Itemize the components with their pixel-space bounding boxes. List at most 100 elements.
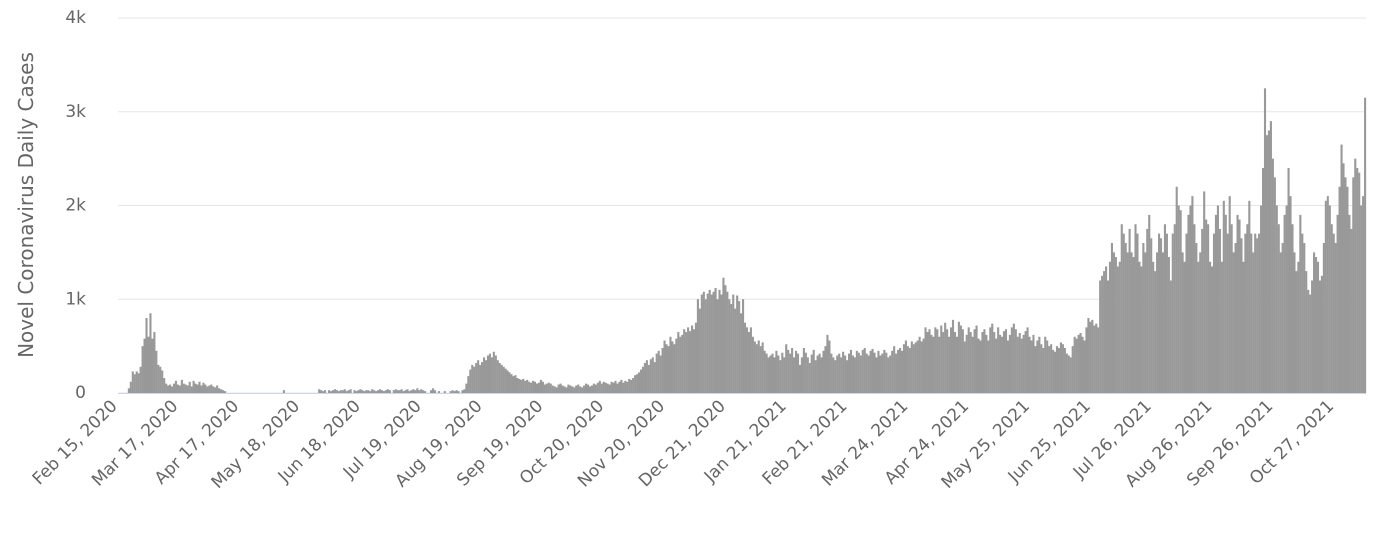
bar: [830, 353, 833, 393]
bar: [585, 383, 588, 393]
bar: [912, 344, 915, 393]
bar: [1185, 233, 1188, 393]
bar: [1130, 252, 1133, 393]
bar: [1175, 186, 1178, 393]
bar: [1228, 196, 1231, 393]
bar: [865, 353, 868, 393]
bar: [1081, 336, 1084, 393]
bar: [950, 327, 953, 393]
bar: [981, 332, 984, 393]
bar: [1254, 233, 1257, 393]
bar: [443, 391, 446, 393]
bar: [1050, 344, 1053, 393]
bar: [1036, 340, 1039, 393]
bar: [1057, 348, 1061, 393]
bar: [400, 389, 403, 393]
bar: [165, 383, 168, 393]
bar: [422, 390, 425, 393]
bar: [1014, 329, 1017, 393]
bar: [1279, 252, 1282, 393]
bar: [174, 380, 178, 393]
bar: [887, 357, 890, 393]
bar: [596, 382, 599, 393]
bar: [1330, 224, 1333, 393]
bar: [669, 336, 672, 393]
bar: [577, 384, 580, 393]
bar: [180, 379, 183, 393]
bar: [1318, 280, 1322, 393]
bar: [512, 376, 515, 393]
bar: [606, 383, 609, 393]
bar: [1203, 191, 1206, 393]
bar: [1093, 325, 1096, 393]
bar: [1348, 214, 1351, 393]
bar: [655, 353, 658, 393]
bar: [477, 360, 480, 393]
bar: [398, 390, 401, 393]
bar: [412, 389, 415, 393]
bar: [910, 341, 913, 393]
bar: [749, 327, 752, 393]
bar: [844, 355, 847, 393]
bars: [127, 88, 1367, 393]
bar: [630, 379, 633, 393]
y-axis-label: Novel Coronavirus Daily Cases: [14, 52, 38, 358]
bar: [547, 382, 550, 393]
bar: [787, 349, 790, 393]
bar: [783, 357, 786, 393]
bar: [987, 340, 990, 393]
bar: [133, 374, 136, 393]
y-tick-label: 0: [75, 383, 86, 403]
bar: [997, 327, 1000, 393]
bar: [394, 389, 397, 393]
bar: [706, 293, 709, 393]
bar: [938, 336, 941, 393]
bar: [479, 364, 482, 393]
bar: [675, 338, 678, 393]
bar: [846, 360, 849, 393]
bar: [1265, 135, 1269, 393]
bar: [488, 353, 491, 393]
bar: [161, 370, 164, 393]
bar: [1018, 333, 1021, 393]
bar: [534, 381, 537, 393]
bar: [883, 349, 886, 393]
bar: [1171, 233, 1174, 393]
bar: [796, 353, 800, 393]
bar: [920, 341, 923, 393]
bar: [991, 323, 994, 393]
bar: [928, 329, 931, 393]
bar: [204, 384, 207, 393]
bar: [1083, 340, 1086, 393]
bar: [985, 334, 988, 393]
bar: [1224, 214, 1227, 393]
bar: [1001, 336, 1004, 393]
bar: [341, 390, 344, 393]
bar: [716, 299, 719, 393]
bar: [822, 350, 825, 393]
bar: [516, 378, 519, 393]
bar: [182, 383, 185, 393]
bar: [622, 382, 625, 393]
bar: [159, 366, 162, 393]
bar: [1212, 233, 1216, 393]
bar: [551, 385, 554, 393]
bar: [726, 291, 729, 393]
bar: [900, 350, 904, 393]
bar: [924, 327, 927, 393]
bar: [734, 308, 737, 393]
bar: [339, 390, 342, 393]
bar: [983, 329, 986, 393]
bar: [1046, 340, 1049, 393]
bar: [779, 360, 782, 393]
bar: [690, 325, 694, 393]
bar: [1069, 357, 1072, 393]
bar: [178, 385, 181, 393]
bar: [561, 385, 564, 393]
bar: [904, 340, 907, 393]
bar: [643, 363, 646, 393]
bar: [282, 390, 285, 393]
bar: [1301, 233, 1304, 393]
bar: [616, 383, 619, 393]
bar: [724, 285, 727, 393]
